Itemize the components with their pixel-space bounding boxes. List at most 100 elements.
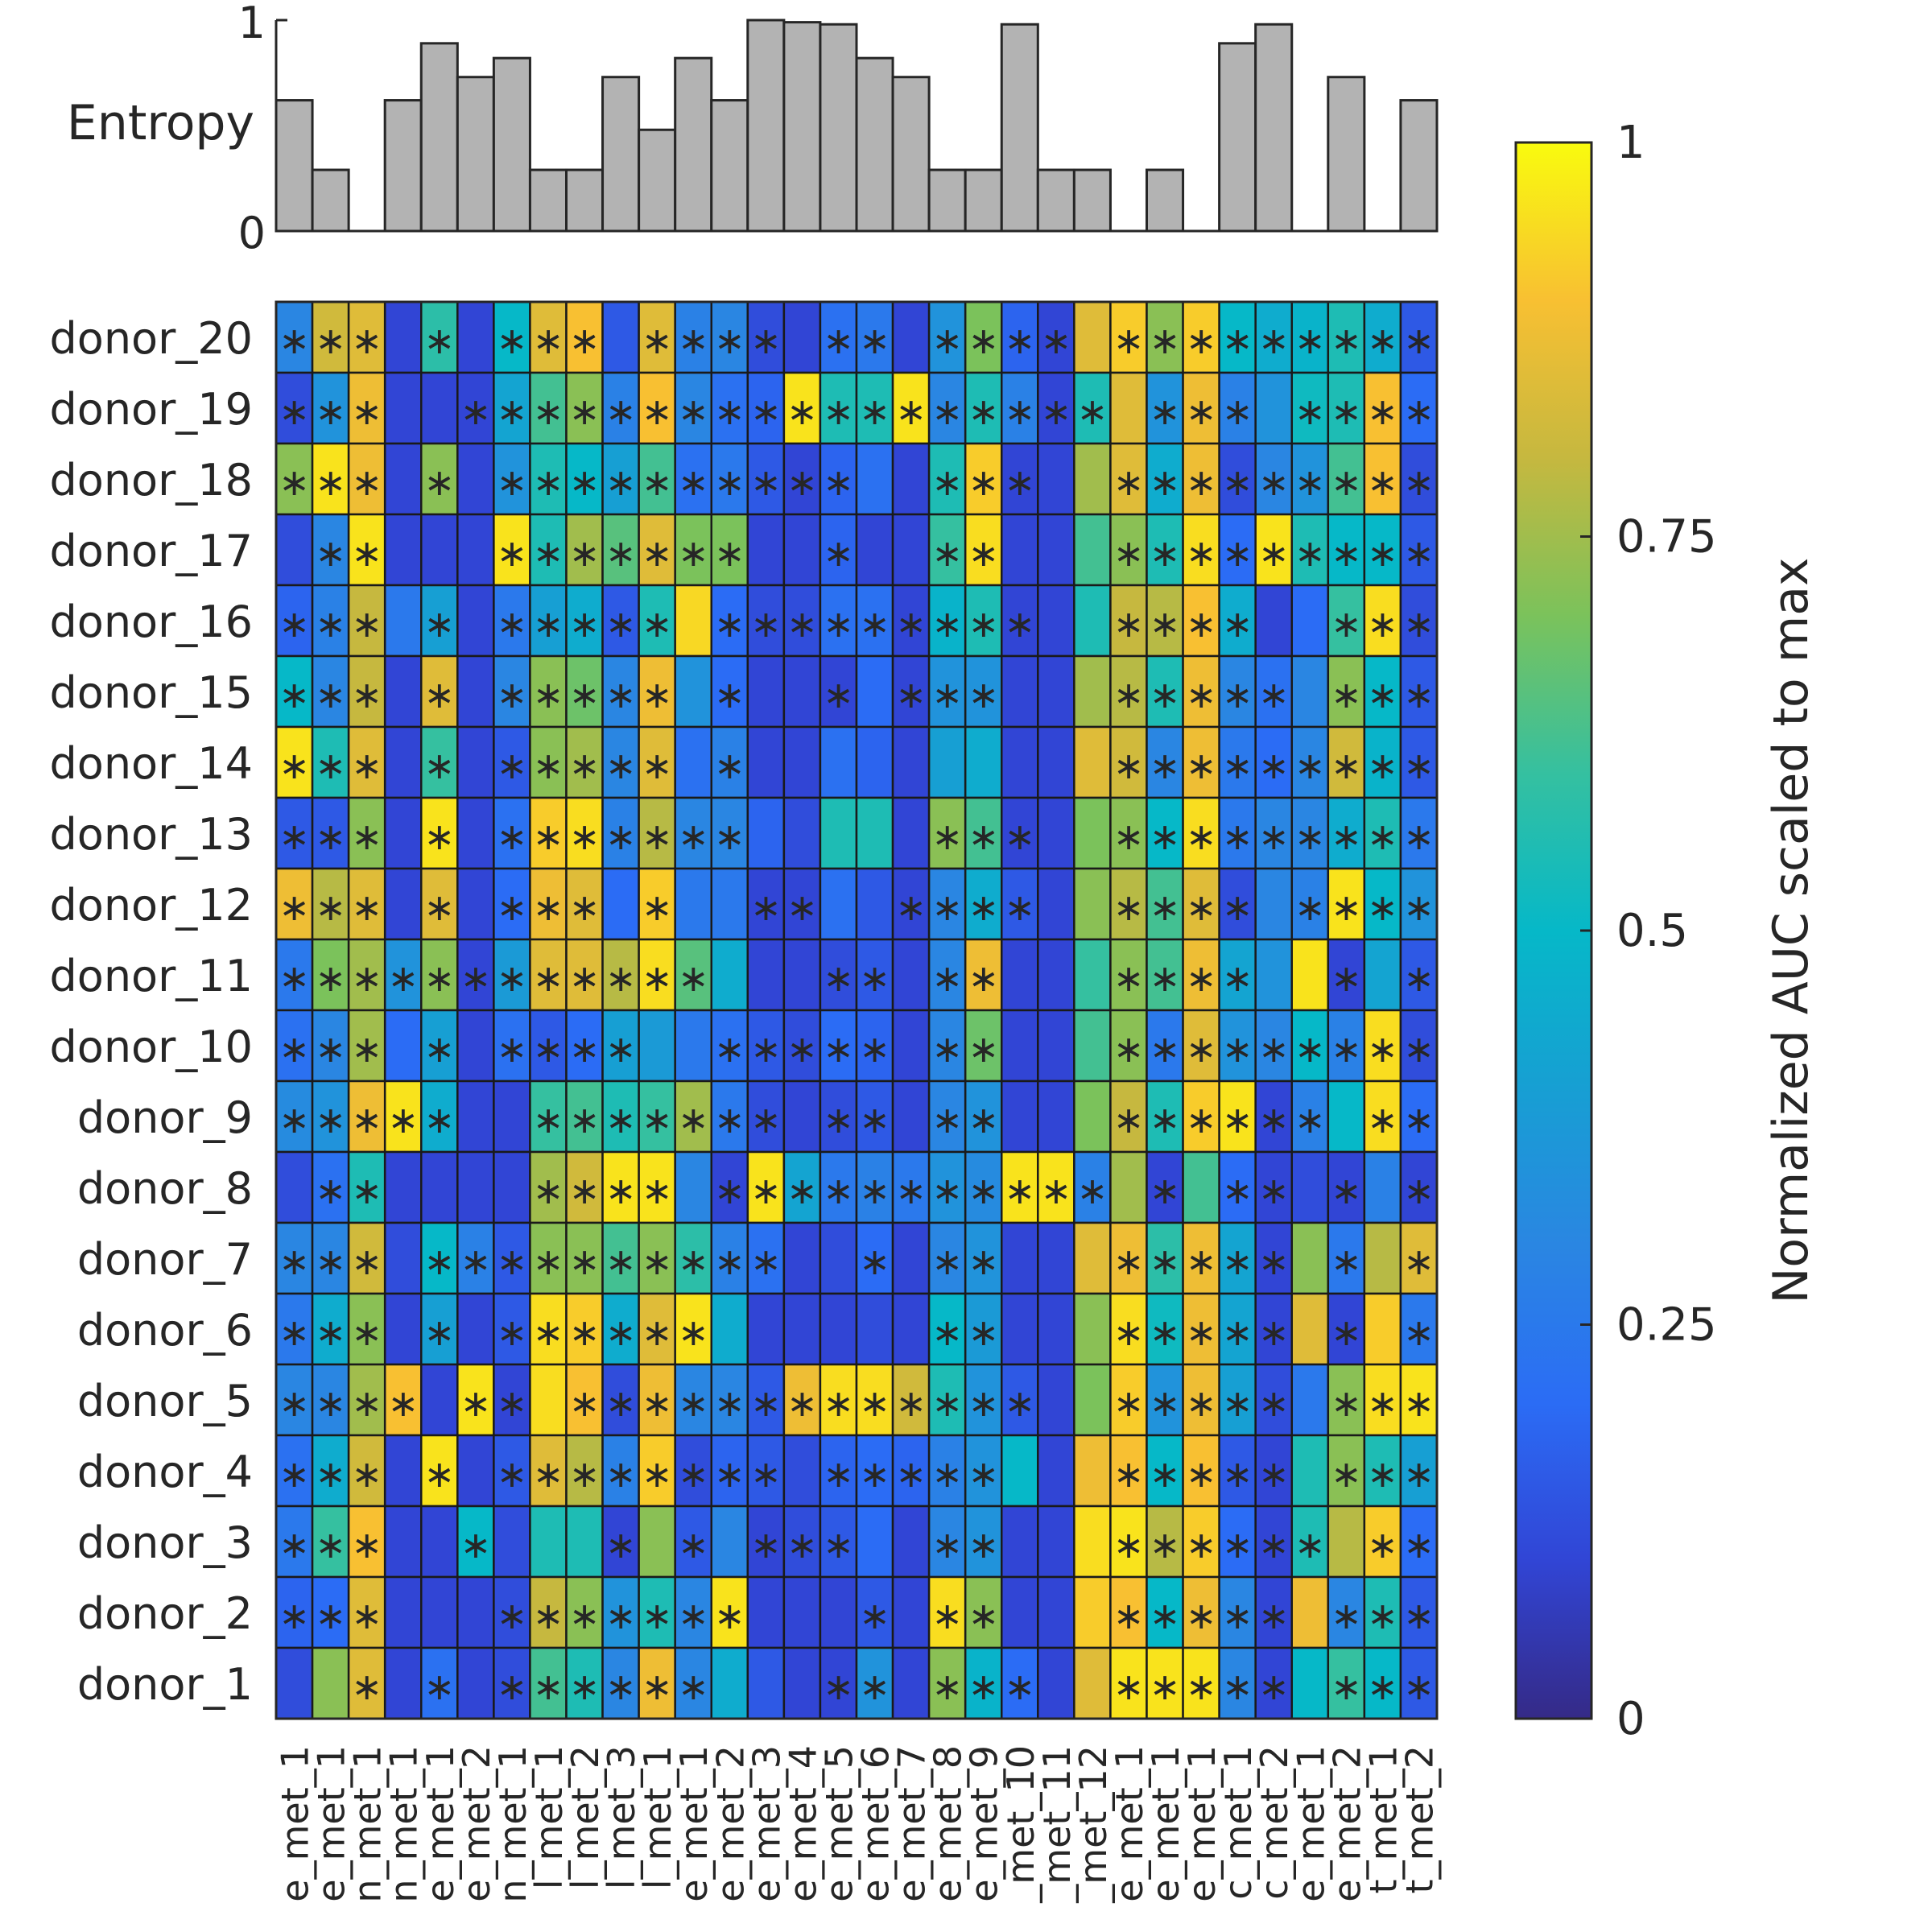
colorbar-fill xyxy=(1514,141,1593,1720)
entropy-bar-28 xyxy=(1254,23,1294,233)
heatmap-cell xyxy=(819,654,858,729)
heatmap-cell xyxy=(964,1434,1003,1508)
heatmap-cell xyxy=(782,1575,822,1649)
colorbar-tick-label: 0 xyxy=(1616,1693,1645,1745)
significance-star: ∗ xyxy=(1113,531,1145,575)
significance-star: ∗ xyxy=(1150,956,1181,1000)
heatmap-cell xyxy=(1327,938,1366,1012)
significance-star: ∗ xyxy=(1331,531,1362,575)
significance-star: ∗ xyxy=(968,460,999,504)
significance-star: ∗ xyxy=(642,1098,673,1141)
heatmap-cell xyxy=(927,725,967,799)
heatmap-cell xyxy=(782,1505,822,1579)
heatmap-cell xyxy=(1146,1150,1184,1224)
significance-star: ∗ xyxy=(931,886,963,929)
heatmap-cell xyxy=(456,1292,495,1366)
significance-star: ∗ xyxy=(1367,1452,1398,1496)
row-label: donor_5 xyxy=(77,1376,253,1426)
heatmap-cell xyxy=(347,300,386,374)
heatmap-cell xyxy=(601,584,640,658)
heatmap-cell xyxy=(964,300,1003,374)
heatmap-cell xyxy=(710,1363,749,1437)
heatmap-cell xyxy=(383,796,423,870)
significance-star: ∗ xyxy=(859,1452,890,1496)
heatmap-cell xyxy=(1327,1434,1366,1508)
significance-star: ∗ xyxy=(1367,1665,1398,1708)
significance-star: ∗ xyxy=(605,956,637,1000)
significance-star: ∗ xyxy=(1113,1381,1145,1425)
heatmap-cell xyxy=(1399,1505,1439,1579)
heatmap-cell xyxy=(746,725,786,799)
significance-star: ∗ xyxy=(569,1452,601,1496)
heatmap-cell xyxy=(383,725,423,799)
heatmap-cell xyxy=(1290,654,1330,729)
significance-star: ∗ xyxy=(497,1665,528,1708)
heatmap-cell xyxy=(1073,300,1112,374)
column-label: e_met_1 xyxy=(1108,1745,1151,1902)
heatmap-cell xyxy=(1001,867,1039,941)
significance-star: ∗ xyxy=(642,1240,673,1283)
heatmap-cell xyxy=(1399,1221,1439,1295)
heatmap-cell xyxy=(1290,1646,1330,1720)
significance-star: ∗ xyxy=(750,1452,782,1496)
significance-star: ∗ xyxy=(351,1311,382,1354)
significance-star: ∗ xyxy=(931,1027,963,1071)
heatmap-cell xyxy=(1182,1080,1220,1154)
significance-star: ∗ xyxy=(859,1665,890,1708)
heatmap-cell xyxy=(311,1363,350,1437)
heatmap-cell xyxy=(782,1221,822,1295)
significance-star: ∗ xyxy=(569,390,601,433)
heatmap-cell xyxy=(1109,371,1148,445)
heatmap-cell xyxy=(1182,654,1220,729)
significance-star: ∗ xyxy=(823,1452,854,1496)
heatmap-cell xyxy=(1218,371,1257,445)
significance-star: ∗ xyxy=(315,673,346,716)
significance-star: ∗ xyxy=(1150,1381,1181,1425)
heatmap-cell xyxy=(1109,513,1148,587)
row-label: donor_12 xyxy=(50,880,254,931)
significance-star: ∗ xyxy=(968,1098,999,1141)
entropy-bars xyxy=(275,19,1439,233)
heatmap-cell xyxy=(1399,1150,1439,1224)
heatmap-cell xyxy=(420,1505,459,1579)
heatmap-cell xyxy=(1182,584,1220,658)
significance-star: ∗ xyxy=(678,1240,709,1283)
significance-star: ∗ xyxy=(1258,1240,1290,1283)
heatmap-cell xyxy=(1218,1150,1257,1224)
significance-star: ∗ xyxy=(569,1381,601,1425)
significance-star: ∗ xyxy=(642,815,673,858)
significance-star: ∗ xyxy=(1331,319,1362,362)
significance-star: ∗ xyxy=(497,1240,528,1283)
significance-star: ∗ xyxy=(1186,460,1217,504)
significance-star: ∗ xyxy=(823,1665,854,1708)
significance-star: ∗ xyxy=(605,1594,637,1637)
heatmap-cell xyxy=(456,1009,495,1083)
significance-star: ∗ xyxy=(968,956,999,1000)
significance-star: ∗ xyxy=(1367,1594,1398,1637)
significance-star: ∗ xyxy=(351,1523,382,1567)
column-labels: e_met_1e_met_1n_met_1n_met_1e_met_1e_met… xyxy=(274,1745,1442,1904)
column-label: n_met_1 xyxy=(346,1745,390,1903)
heatmap-cell xyxy=(1290,1575,1330,1649)
heatmap-cell xyxy=(1327,513,1366,587)
significance-star: ∗ xyxy=(859,602,890,646)
significance-star: ∗ xyxy=(1186,1523,1217,1567)
heatmap-cell xyxy=(782,1009,822,1083)
heatmap-cell xyxy=(456,1221,495,1295)
colorbar-tick-label: 0.75 xyxy=(1616,511,1717,564)
significance-star: ∗ xyxy=(424,1311,456,1354)
row-label: donor_9 xyxy=(77,1092,253,1143)
heatmap-cell xyxy=(601,1646,640,1720)
heatmap-cell xyxy=(383,584,423,658)
significance-star: ∗ xyxy=(533,673,564,716)
heatmap-cell xyxy=(855,796,894,870)
significance-star: ∗ xyxy=(533,886,564,929)
significance-star: ∗ xyxy=(1150,1098,1181,1141)
heatmap-cell xyxy=(782,1080,822,1154)
heatmap-cell xyxy=(420,1646,459,1720)
row-label: donor_20 xyxy=(50,313,254,364)
heatmap-cell xyxy=(456,300,495,374)
significance-star: ∗ xyxy=(1258,1452,1290,1496)
significance-star: ∗ xyxy=(605,1098,637,1141)
significance-star: ∗ xyxy=(1403,956,1435,1000)
